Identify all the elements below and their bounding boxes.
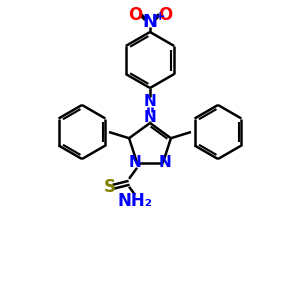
Text: O: O bbox=[158, 6, 172, 24]
Text: O: O bbox=[128, 6, 142, 24]
Text: +: + bbox=[155, 10, 165, 22]
Text: N: N bbox=[129, 155, 141, 170]
Text: N: N bbox=[144, 110, 156, 124]
Text: N: N bbox=[142, 13, 158, 31]
Text: S: S bbox=[104, 178, 116, 196]
Text: NH₂: NH₂ bbox=[118, 192, 153, 210]
Text: N: N bbox=[144, 94, 156, 110]
Text: N: N bbox=[159, 155, 171, 170]
